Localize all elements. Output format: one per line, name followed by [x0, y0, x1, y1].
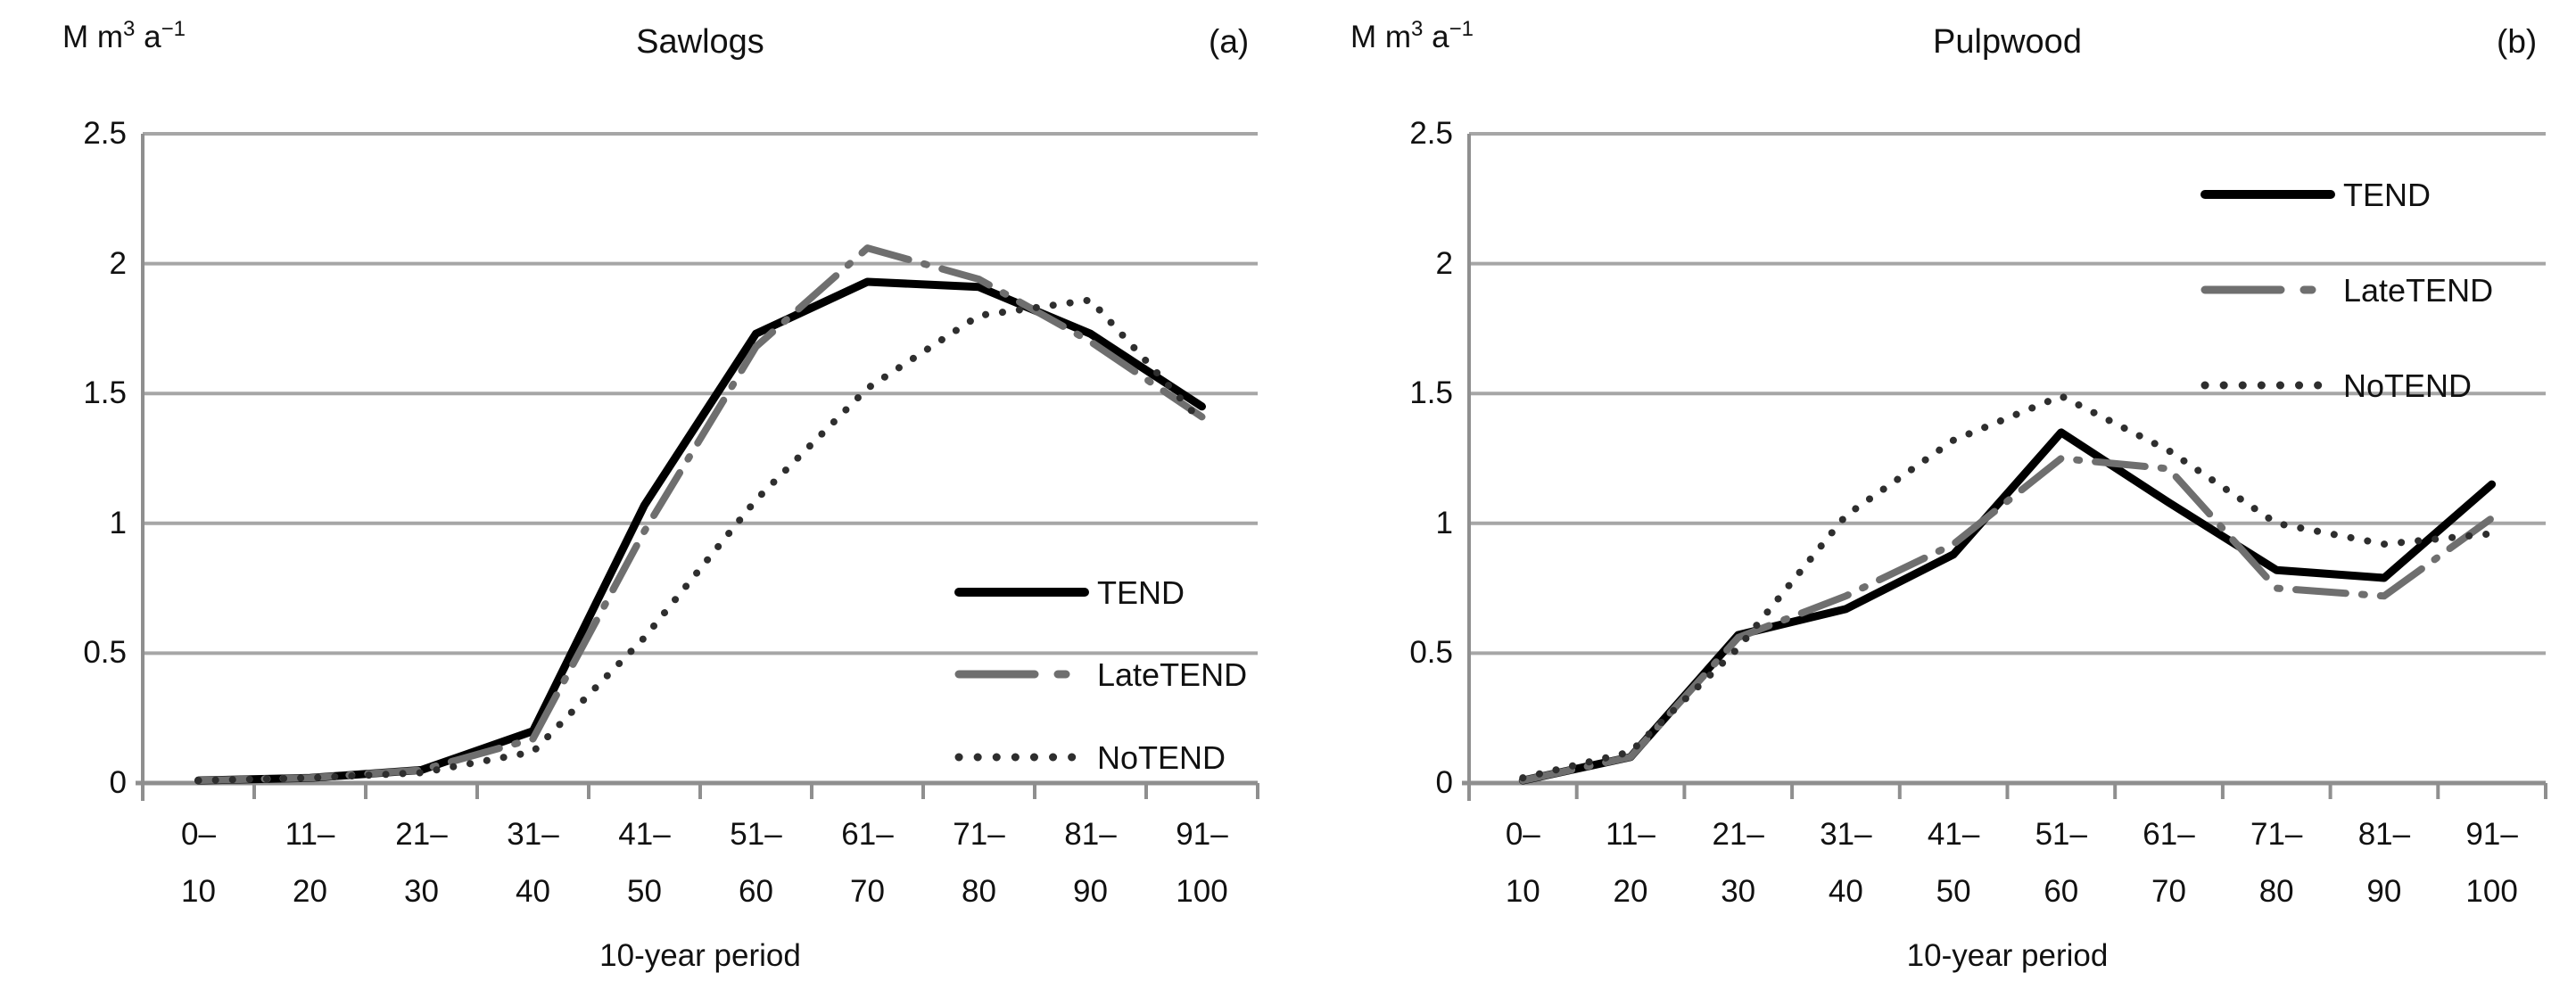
x-tick-label-top: 71– — [953, 817, 1005, 852]
series-line-latetend — [1519, 455, 2496, 785]
series-line-notend — [1519, 392, 2496, 782]
x-axis-title: 10-year period — [1906, 938, 2109, 973]
chart-panel-b: M m3 a−1 Pulpwood (b) TEND LateTEND NoTEND 2.5… — [1288, 0, 2576, 1006]
y-tick-label: 2 — [1435, 245, 1453, 281]
chart-panel-a: M m3 a−1 Sawlogs (a) TEND LateTEND NoTEND 2.5 2… — [62, 17, 1259, 973]
legend-label-latetend: LateTEND — [1097, 656, 1247, 693]
y-axis-unit-part: a — [1423, 20, 1449, 54]
x-tick-label-bottom: 100 — [2465, 874, 2518, 909]
x-axis-title: 10-year period — [599, 938, 801, 973]
x-tick-label-top: 0– — [1505, 817, 1540, 852]
x-tick-label-bottom: 80 — [2258, 874, 2294, 909]
x-tick-label-bottom: 20 — [293, 874, 327, 909]
y-axis-unit-part: M m — [1350, 20, 1412, 54]
x-tick-label-bottom: 70 — [2151, 874, 2186, 909]
x-tick-label-bottom: 90 — [2366, 874, 2402, 909]
legend-label-tend: TEND — [1097, 574, 1185, 611]
x-tick-label-top: 61– — [2143, 817, 2195, 852]
x-tick-label-top: 81– — [2357, 817, 2411, 852]
x-tick-label-bottom: 30 — [1721, 874, 1756, 909]
x-tick-label-bottom: 80 — [962, 874, 996, 909]
y-tick-label: 0.5 — [1409, 635, 1453, 671]
x-tick-label-top: 0– — [181, 817, 216, 852]
chart-title: Sawlogs — [636, 23, 764, 61]
x-tick-label-bottom: 60 — [2043, 874, 2079, 909]
y-axis-unit-part: a — [135, 20, 161, 54]
x-tick-label-bottom: 50 — [627, 874, 662, 909]
x-tick-label-bottom: 100 — [1176, 874, 1228, 909]
x-tick-label-bottom: 60 — [739, 874, 773, 909]
x-tick-label-top: 61– — [841, 817, 894, 852]
y-tick-label: 2.5 — [1409, 116, 1453, 151]
x-tick-label-top: 21– — [1712, 817, 1764, 852]
x-tick-label-top: 21– — [395, 817, 448, 852]
y-tick-label: 2.5 — [83, 116, 127, 151]
x-tick-label-bottom: 30 — [404, 874, 439, 909]
x-tick-label-top: 51– — [2035, 817, 2087, 852]
x-tick-label-bottom: 20 — [1613, 874, 1648, 909]
chart-title: Pulpwood — [1933, 23, 2082, 61]
x-tick-label-bottom: 90 — [1073, 874, 1108, 909]
x-tick-label-bottom: 10 — [1505, 874, 1540, 909]
y-tick-label: 0 — [1435, 765, 1453, 800]
series-line-latetend — [194, 244, 1206, 785]
legend-label-tend: TEND — [2343, 177, 2431, 213]
y-tick-label: 0.5 — [83, 635, 127, 671]
y-tick-label: 1 — [1435, 505, 1453, 540]
x-tick-label-top: 91– — [2465, 817, 2518, 852]
x-tick-label-top: 11– — [285, 817, 335, 852]
x-tick-label-top: 31– — [507, 817, 559, 852]
x-tick-label-top: 71– — [2250, 817, 2303, 852]
x-tick-label-bottom: 40 — [516, 874, 550, 909]
y-tick-label: 1.5 — [1409, 375, 1453, 411]
x-tick-label-top: 41– — [618, 817, 671, 852]
x-tick-label-top: 11– — [1606, 817, 1655, 852]
x-tick-label-bottom: 50 — [1936, 874, 1971, 909]
x-tick-label-bottom: 10 — [181, 874, 216, 909]
y-axis-unit-part: −1 — [161, 17, 186, 41]
y-axis-unit-label: M m3 a−1 — [1350, 17, 1474, 55]
legend-label-latetend: LateTEND — [2343, 272, 2493, 309]
y-axis-unit-part: M m — [62, 20, 124, 54]
y-axis-unit-part: −1 — [1449, 17, 1474, 41]
x-tick-label-top: 41– — [1927, 817, 1980, 852]
y-axis-unit-label: M m3 a−1 — [62, 17, 186, 55]
series-line-tend — [1518, 428, 2497, 785]
x-tick-label-top: 91– — [1176, 817, 1228, 852]
x-tick-label-top: 81– — [1064, 817, 1117, 852]
x-tick-label-top: 51– — [730, 817, 782, 852]
y-axis-unit-part: 3 — [1411, 17, 1424, 41]
y-tick-label: 1 — [109, 505, 127, 540]
x-tick-label-bottom: 40 — [1828, 874, 1863, 909]
x-tick-label-top: 31– — [1820, 817, 1872, 852]
y-axis-unit-part: 3 — [123, 17, 136, 41]
legend-label-notend: NoTEND — [2343, 367, 2472, 404]
panel-letter-label: (b) — [2497, 23, 2538, 60]
legend-label-notend: NoTEND — [1097, 739, 1226, 776]
y-tick-label: 0 — [109, 765, 127, 800]
plot-area: TEND LateTEND NoTEND — [136, 132, 1259, 801]
x-tick-label-bottom: 70 — [850, 874, 885, 909]
panel-letter-label: (a) — [1209, 23, 1250, 60]
y-tick-label: 1.5 — [83, 375, 127, 411]
y-tick-label: 2 — [109, 245, 127, 281]
series-line-tend — [194, 277, 1206, 785]
plot-area: TEND LateTEND NoTEND — [1462, 132, 2547, 801]
series-line-notend — [194, 296, 1206, 785]
